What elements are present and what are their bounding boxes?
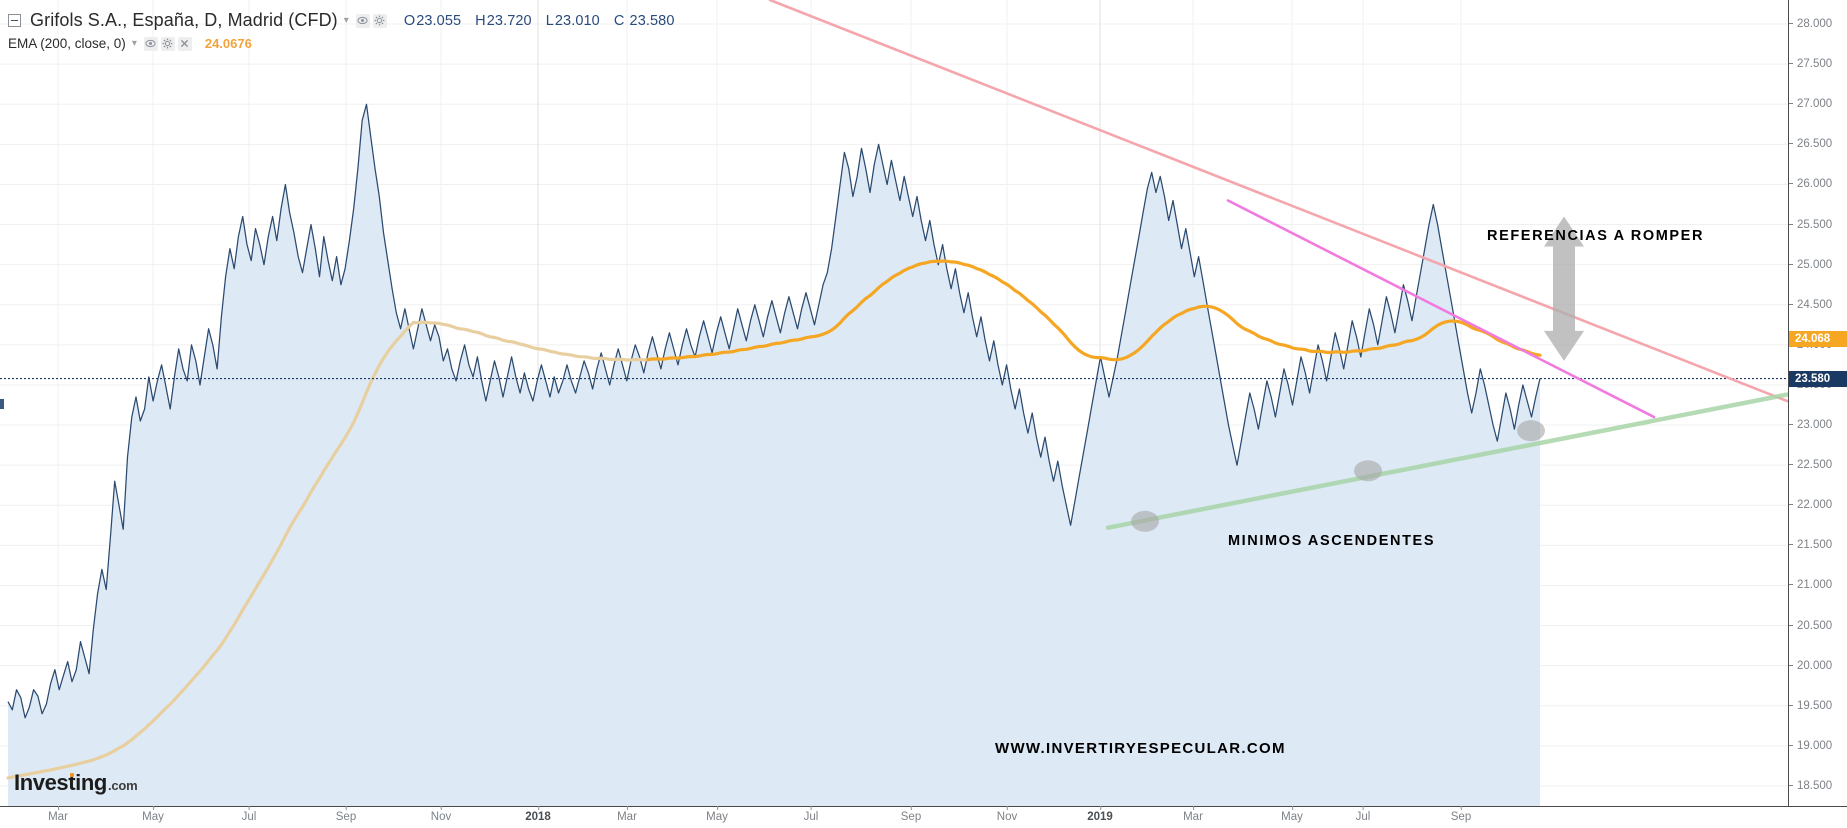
time-tick-sep: Sep: [900, 806, 922, 823]
price-tick-24-500: 24.500: [1789, 298, 1832, 312]
left-edge-price-marker: [0, 399, 4, 409]
price-area-fill: [8, 104, 1540, 806]
indicator-legend-row: EMA (200, close, 0) ▾: [8, 36, 252, 51]
time-tick-jul: Jul: [803, 806, 819, 823]
symbol-legend-row: Grifols S.A., España, D, Madrid (CFD) ▾: [8, 10, 674, 31]
ohlc-high: H23.720: [475, 12, 532, 29]
ema-price-badge: 24.068: [1789, 331, 1847, 348]
ohlc-high-value: 23.720: [486, 12, 532, 29]
ema-line-early-segment: [6, 320, 650, 780]
symbol-title[interactable]: Grifols S.A., España, D, Madrid (CFD): [30, 10, 338, 30]
price-tick-27-000: 27.000: [1789, 97, 1832, 111]
price-tick-23-000: 23.000: [1789, 418, 1832, 432]
close-icon[interactable]: [177, 36, 192, 51]
price-tick-25-500: 25.500: [1789, 218, 1832, 232]
price-tick-26-500: 26.500: [1789, 137, 1832, 151]
minus-box-icon[interactable]: [8, 14, 21, 27]
ohlc-open-value: 23.055: [416, 12, 462, 29]
time-tick-mar: Mar: [617, 806, 637, 823]
indicator-gear-icon[interactable]: [160, 36, 175, 51]
low-marker-2[interactable]: [1354, 460, 1382, 482]
time-tick-jul: Jul: [1355, 806, 1371, 823]
investing-com-logo: Investing .com: [14, 770, 138, 796]
price-line: [7, 103, 1541, 719]
price-tick-18-500: 18.500: [1789, 779, 1832, 793]
annotation-website-watermark: WWW.INVERTIRYESPECULAR.COM: [995, 740, 1286, 757]
resistance-trendline[interactable]: [768, 0, 1788, 403]
last-price-badge: 23.580: [1789, 370, 1847, 387]
ohlc-low: L23.010: [545, 12, 600, 29]
time-tick-2018: 2018: [525, 806, 551, 823]
time-axis[interactable]: Mar May Jul Sep Nov 2018 Mar May Jul Sep Nov 2019 Ma…: [0, 806, 1847, 828]
price-tick-21-000: 21.000: [1789, 578, 1832, 592]
time-tick-mar: Mar: [48, 806, 68, 823]
price-tick-19-000: 19.000: [1789, 739, 1832, 753]
wedge-trendline[interactable]: [1226, 199, 1656, 419]
time-tick-nov: Nov: [430, 806, 452, 823]
low-marker-3[interactable]: [1517, 420, 1545, 442]
price-tick-27-500: 27.500: [1789, 57, 1832, 71]
eye-icon[interactable]: [355, 13, 370, 28]
ema-line: [646, 259, 1542, 362]
ohlc-close: C 23.580: [613, 12, 675, 29]
chart-canvas[interactable]: [0, 0, 1788, 806]
price-tick-28-000: 28.000: [1789, 17, 1832, 31]
price-tick-22-000: 22.000: [1789, 498, 1832, 512]
time-tick-jul: Jul: [241, 806, 257, 823]
time-tick-2019: 2019: [1087, 806, 1113, 823]
time-tick-mar: Mar: [1183, 806, 1203, 823]
time-tick-may: May: [1281, 806, 1303, 823]
price-tick-25-000: 25.000: [1789, 258, 1832, 272]
indicator-value: 24.0676: [204, 36, 252, 51]
ohlc-close-value: 23.580: [629, 12, 675, 29]
chevron-down-icon[interactable]: ▾: [343, 15, 349, 26]
price-axis[interactable]: 28.000 27.500 27.000 26.500 26.000 25.500 25.0…: [1788, 0, 1847, 806]
ohlc-open: O23.055: [403, 12, 462, 29]
chart-legend-header: Grifols S.A., España, D, Madrid (CFD) ▾: [0, 0, 1847, 56]
indicator-eye-icon[interactable]: [143, 36, 158, 51]
price-tick-19-500: 19.500: [1789, 699, 1832, 713]
price-tick-20-500: 20.500: [1789, 619, 1832, 633]
breakout-double-arrow[interactable]: [1544, 216, 1584, 361]
indicator-chevron-down-icon[interactable]: ▾: [131, 38, 137, 49]
annotation-referencias-a-romper: REFERENCIAS A ROMPER: [1487, 228, 1705, 244]
time-tick-sep: Sep: [335, 806, 357, 823]
ohlc-low-value: 23.010: [554, 12, 600, 29]
price-tick-26-000: 26.000: [1789, 177, 1832, 191]
time-tick-may: May: [142, 806, 164, 823]
time-tick-sep: Sep: [1450, 806, 1472, 823]
price-tick-20-000: 20.000: [1789, 659, 1832, 673]
time-tick-may: May: [706, 806, 728, 823]
price-tick-21-500: 21.500: [1789, 538, 1832, 552]
gear-icon[interactable]: [372, 13, 387, 28]
logo-word: Investing: [14, 770, 107, 795]
chart-plot-area[interactable]: [0, 0, 1788, 806]
time-tick-nov: Nov: [996, 806, 1018, 823]
support-trendline[interactable]: [1105, 392, 1788, 530]
low-marker-1[interactable]: [1131, 510, 1159, 532]
logo-tld: .com: [107, 778, 138, 793]
price-tick-22-500: 22.500: [1789, 458, 1832, 472]
indicator-title[interactable]: EMA (200, close, 0): [8, 36, 126, 51]
logo-accent-dot: [70, 773, 74, 777]
annotation-minimos-ascendentes: MINIMOS ASCENDENTES: [1228, 533, 1436, 549]
